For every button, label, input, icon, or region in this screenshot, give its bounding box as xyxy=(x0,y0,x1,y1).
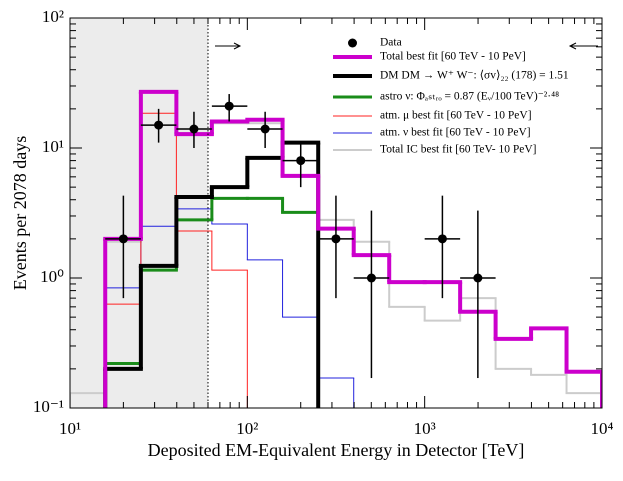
data-point xyxy=(437,234,447,244)
arrow-left xyxy=(568,42,598,50)
x-tick-label: 10¹ xyxy=(59,419,81,438)
y-tick-label: 10⁻¹ xyxy=(33,397,64,416)
x-tick-label: 10³ xyxy=(414,419,436,438)
y-axis-label: Events per 2078 days xyxy=(10,136,30,290)
y-tick-label: 10² xyxy=(42,7,64,26)
x-axis-label: Deposited EM-Equivalent Energy in Detect… xyxy=(148,440,525,460)
frame xyxy=(69,17,603,409)
legend-label: atm. ν best fit [60 TeV - 10 PeV] xyxy=(380,127,531,139)
data-point xyxy=(260,124,270,134)
data-point xyxy=(331,234,341,244)
y-tick-label: 10¹ xyxy=(42,137,64,156)
legend-label: atm. μ best fit [60 TeV - 10 PeV] xyxy=(380,110,532,122)
data-point xyxy=(118,234,128,244)
data-point xyxy=(366,273,376,283)
plot-area xyxy=(70,18,602,408)
legend-label: astro ν: Φₐₛₜᵣₒ = 0.87 (Eᵥ/100 TeV)⁻²·⁴⁸ xyxy=(380,91,559,103)
data-point xyxy=(224,101,234,111)
legend-label: Data xyxy=(380,37,402,49)
data-point xyxy=(296,156,306,166)
arrow-right xyxy=(215,42,242,50)
legend-marker xyxy=(348,38,357,48)
data-point xyxy=(154,120,164,130)
legend-label: Total best fit [60 TeV - 10 PeV] xyxy=(380,51,526,63)
data-point xyxy=(473,273,483,283)
legend-label: DM DM → W⁺ W⁻: ⟨σv⟩₂₂ (178) = 1.51 xyxy=(380,69,569,82)
x-tick-label: 10² xyxy=(236,419,258,438)
x-tick-label: 10⁴ xyxy=(591,419,614,438)
legend-label: Total IC best fit [60 TeV- 10 PeV] xyxy=(380,144,537,156)
data-point xyxy=(189,124,199,134)
y-tick-label: 10⁰ xyxy=(40,267,64,286)
